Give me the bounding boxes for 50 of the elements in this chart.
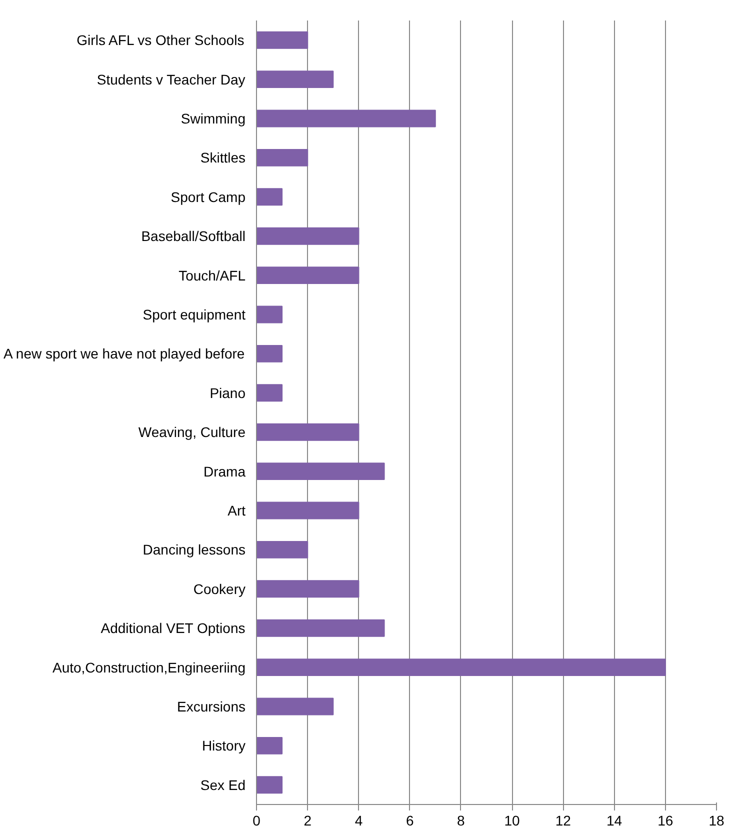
y-tick-label: History bbox=[202, 738, 246, 754]
y-tick-label: Drama bbox=[203, 463, 246, 480]
bar bbox=[256, 540, 308, 558]
x-tick-label: 2 bbox=[304, 812, 312, 828]
x-tick-label: 12 bbox=[555, 812, 572, 828]
y-tick-label: Touch/AFL bbox=[178, 267, 246, 284]
bar bbox=[256, 423, 360, 441]
y-tick-label: Sport Camp bbox=[170, 188, 246, 205]
y-tick-label: Girls AFL vs Other Schools bbox=[76, 32, 244, 48]
bar bbox=[256, 776, 283, 794]
bar bbox=[256, 227, 360, 245]
bar bbox=[256, 462, 385, 480]
x-tick-label: 14 bbox=[606, 812, 622, 828]
x-tick-label: 0 bbox=[252, 812, 261, 828]
y-tick-label: Swimming bbox=[180, 110, 246, 126]
bar bbox=[256, 110, 436, 128]
bar bbox=[256, 580, 360, 598]
y-tick-label: Piano bbox=[210, 384, 246, 401]
x-tick-label: 6 bbox=[406, 812, 414, 828]
bar bbox=[256, 188, 283, 206]
y-tick-label: Additional VET Options bbox=[100, 620, 246, 636]
x-tick-label: 8 bbox=[457, 812, 466, 828]
y-tick-label: Baseball/Softball bbox=[141, 228, 246, 244]
bar bbox=[256, 31, 308, 49]
y-tick-label: Sex Ed bbox=[200, 776, 246, 793]
bar bbox=[256, 306, 283, 324]
x-tick-label: 16 bbox=[658, 812, 674, 828]
y-tick-label: Dancing lessons bbox=[142, 542, 246, 558]
bar bbox=[256, 736, 283, 754]
bar bbox=[256, 658, 666, 676]
y-tick-label: Students v Teacher Day bbox=[96, 71, 246, 88]
y-tick-label: Auto,Construction,Engineeriing bbox=[52, 659, 246, 676]
bar bbox=[256, 384, 283, 402]
y-tick-label: Weaving, Culture bbox=[138, 424, 246, 440]
bar bbox=[256, 266, 360, 284]
y-tick-label: Cookery bbox=[193, 580, 246, 597]
bar bbox=[256, 698, 334, 716]
bar bbox=[256, 502, 360, 520]
bar bbox=[256, 70, 334, 88]
y-tick-label: A new sport we have not played before bbox=[3, 346, 245, 362]
y-tick-label: Sport equipment bbox=[142, 306, 246, 322]
x-tick-label: 4 bbox=[354, 812, 363, 828]
y-tick-label: Excursions bbox=[177, 698, 246, 714]
bar bbox=[256, 344, 283, 362]
x-tick-label: 18 bbox=[708, 812, 724, 828]
y-tick-label: Art bbox=[228, 502, 246, 518]
bar bbox=[256, 148, 308, 166]
y-tick-label: Skittles bbox=[200, 150, 246, 166]
bar bbox=[256, 619, 385, 637]
x-tick-label: 10 bbox=[504, 812, 520, 828]
